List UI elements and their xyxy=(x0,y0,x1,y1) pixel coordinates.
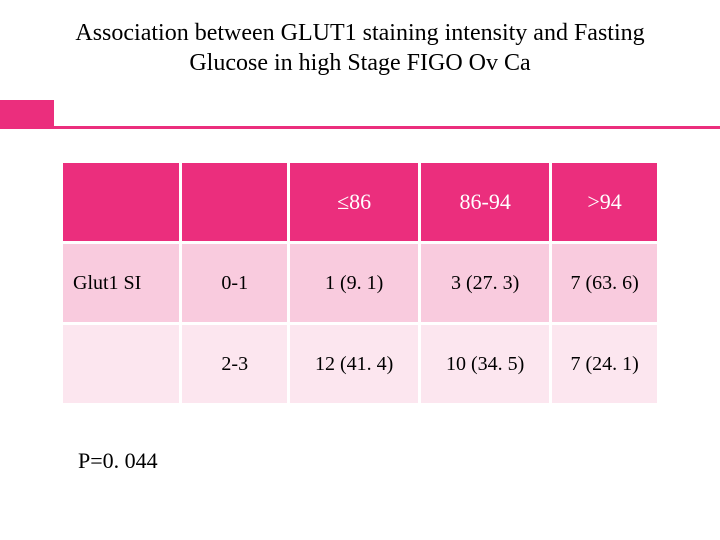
row-label xyxy=(63,325,179,403)
p-value: P=0. 044 xyxy=(78,448,158,474)
value-cell: 12 (41. 4) xyxy=(290,325,418,403)
table-row: 2-3 12 (41. 4) 10 (34. 5) 7 (24. 1) xyxy=(63,325,657,403)
value-cell: 7 (24. 1) xyxy=(552,325,657,403)
value-cell: 10 (34. 5) xyxy=(421,325,549,403)
row-label: Glut1 SI xyxy=(63,244,179,322)
table-row: Glut1 SI 0-1 1 (9. 1) 3 (27. 3) 7 (63. 6… xyxy=(63,244,657,322)
slide: Association between GLUT1 staining inten… xyxy=(0,0,720,540)
table-header-cell: >94 xyxy=(552,163,657,241)
group-cell: 2-3 xyxy=(182,325,287,403)
value-cell: 3 (27. 3) xyxy=(421,244,549,322)
value-cell: 1 (9. 1) xyxy=(290,244,418,322)
data-table-wrap: ≤86 86-94 >94 Glut1 SI 0-1 1 (9. 1) 3 (2… xyxy=(60,160,660,406)
title-block: Association between GLUT1 staining inten… xyxy=(0,0,720,88)
value-cell: 7 (63. 6) xyxy=(552,244,657,322)
table-header-cell: 86-94 xyxy=(421,163,549,241)
table-header-row: ≤86 86-94 >94 xyxy=(63,163,657,241)
table-header-cell xyxy=(63,163,179,241)
group-cell: 0-1 xyxy=(182,244,287,322)
page-title: Association between GLUT1 staining inten… xyxy=(60,18,660,78)
table-header-cell: ≤86 xyxy=(290,163,418,241)
table-header-cell xyxy=(182,163,287,241)
accent-block xyxy=(0,100,54,126)
data-table: ≤86 86-94 >94 Glut1 SI 0-1 1 (9. 1) 3 (2… xyxy=(60,160,660,406)
accent-line xyxy=(0,126,720,129)
